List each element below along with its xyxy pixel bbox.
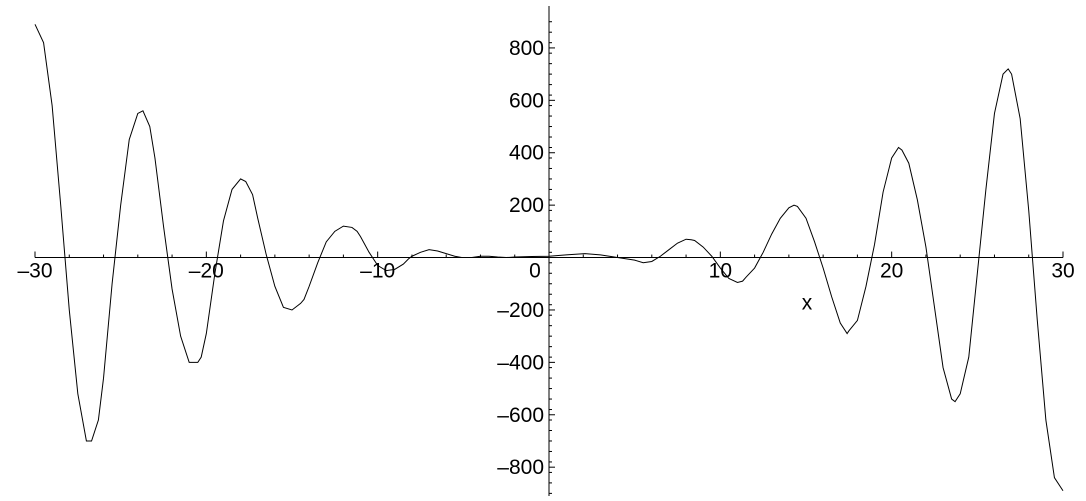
y-tick-label: –800 [497,456,544,479]
x-tick-label: 10 [709,260,732,283]
x-ticks: –30 –20 –10 0 10 20 30 [17,251,1075,283]
y-tick-label: –200 [497,299,544,322]
y-tick-label: 600 [509,89,544,112]
y-tick-label: –400 [497,351,544,374]
axes: –30 –20 –10 0 10 20 30 –800 –600 –400 –200 200 400 6… [17,6,1075,496]
x-tick-label: 0 [529,260,541,283]
x-tick-label: 30 [1051,260,1074,283]
x-tick-label: 20 [880,260,903,283]
y-ticks: –800 –600 –400 –200 200 400 600 800 [497,37,555,479]
y-tick-label: 400 [509,142,544,165]
y-tick-label: –600 [497,404,544,427]
series-line [34,24,1064,492]
y-tick-label: 200 [509,194,544,217]
y-tick-label: 800 [509,37,544,60]
x-tick-label: –30 [17,260,52,283]
x-tick-label: –10 [360,260,395,283]
x-tick-label: –20 [189,260,224,283]
x-axis-label: x [802,292,813,315]
